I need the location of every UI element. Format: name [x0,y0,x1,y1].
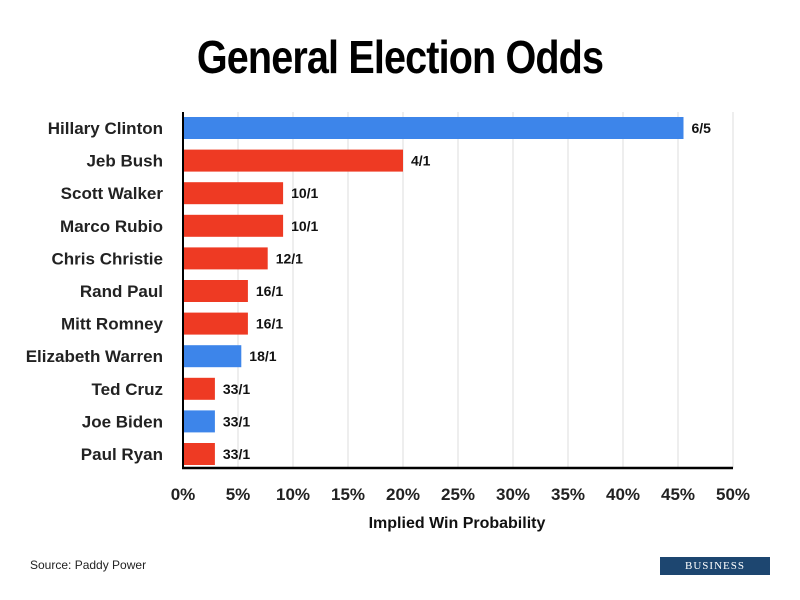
odds-label: 4/1 [411,153,431,169]
bar-scott-walker [184,182,284,205]
x-tick-label: 25% [441,485,475,504]
category-label: Scott Walker [61,184,164,203]
bar-paul-ryan [184,443,215,465]
category-label: Ted Cruz [92,380,163,399]
x-tick-label: 50% [716,485,750,504]
bar-ted-cruz [184,377,215,400]
bar-hillary-clinton [184,117,684,139]
category-label: Chris Christie [52,249,163,268]
odds-label: 33/1 [223,413,250,429]
odds-label: 33/1 [223,381,250,397]
bar-mitt-romney [184,312,248,335]
category-label: Jeb Bush [86,152,163,171]
odds-label: 18/1 [249,348,276,364]
x-tick-label: 40% [606,485,640,504]
x-tick-label: 45% [661,485,695,504]
bar-marco-rubio [184,214,284,237]
category-label: Paul Ryan [81,445,163,464]
business-insider-logo: BUSINESS INSIDER [660,557,770,590]
bar-jeb-bush [184,149,403,172]
odds-label: 10/1 [291,185,318,201]
x-tick-label: 10% [276,485,310,504]
bar-chris-christie [184,247,268,270]
odds-label: 16/1 [256,283,283,299]
category-label: Mitt Romney [61,315,164,334]
odds-label: 6/5 [692,120,712,136]
source-note: Source: Paddy Power [30,558,147,572]
x-tick-label: 15% [331,485,365,504]
category-label: Hillary Clinton [48,119,163,138]
x-axis-title: Implied Win Probability [369,515,546,532]
x-tick-label: 20% [386,485,420,504]
odds-label: 12/1 [276,250,303,266]
category-label: Marco Rubio [60,217,163,236]
bar-elizabeth-warren [184,345,242,368]
x-tick-label: 35% [551,485,585,504]
x-tick-label: 30% [496,485,530,504]
chart-title: General Election Odds [196,31,604,83]
bar-joe-biden [184,410,215,433]
odds-label: 16/1 [256,316,283,332]
bar-rand-paul [184,280,248,302]
category-label: Joe Biden [82,412,163,431]
category-label: Elizabeth Warren [26,347,163,366]
odds-label: 10/1 [291,218,318,234]
x-tick-label: 5% [226,485,251,504]
x-tick-label: 0% [171,485,196,504]
category-label: Rand Paul [80,282,163,301]
odds-label: 33/1 [223,446,250,462]
